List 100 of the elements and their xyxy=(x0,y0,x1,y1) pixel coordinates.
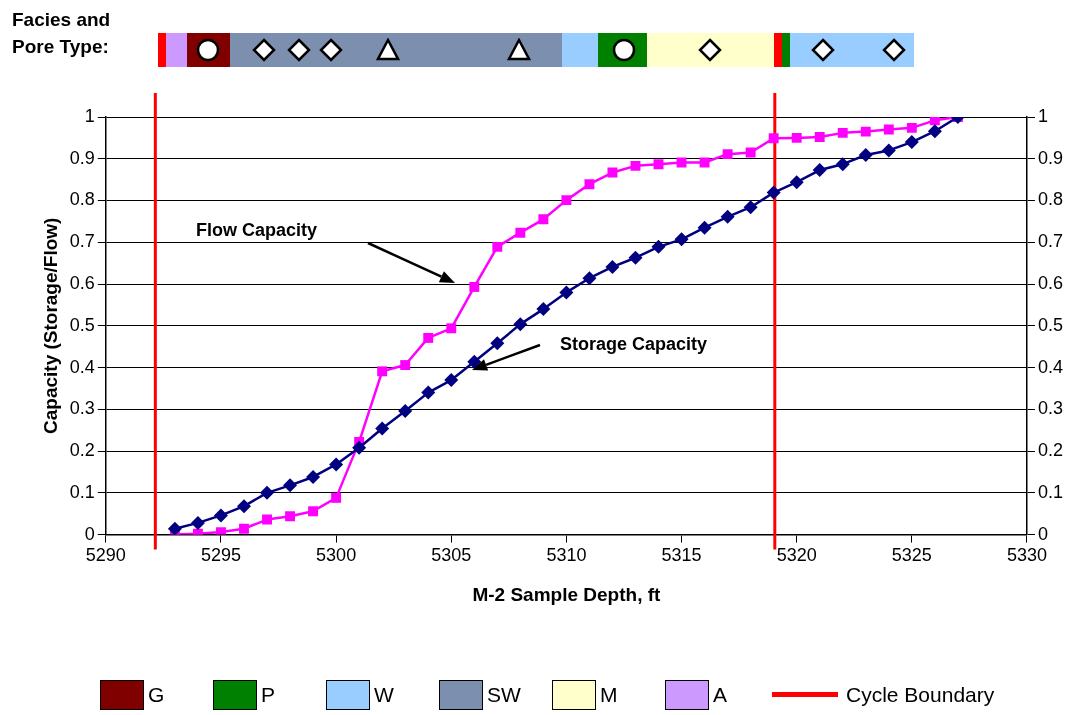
x-tick-label: 5295 xyxy=(200,545,241,566)
annotation: Flow Capacity xyxy=(196,220,318,240)
text: A xyxy=(713,683,728,707)
point xyxy=(927,124,942,139)
y-tick-label: 0.5 xyxy=(69,314,95,335)
point xyxy=(167,521,182,535)
y-tick-label: 0.2 xyxy=(69,440,95,461)
point xyxy=(883,124,894,135)
y2-tick-label: 0 xyxy=(1037,523,1048,544)
point xyxy=(630,160,641,171)
text: M xyxy=(600,683,618,707)
y-tick-label: 0.4 xyxy=(69,356,95,377)
point xyxy=(467,354,482,369)
point xyxy=(906,122,917,133)
point xyxy=(377,366,388,377)
point xyxy=(881,143,896,158)
point xyxy=(306,469,321,484)
point xyxy=(375,421,390,436)
y2-tick-label: 0.7 xyxy=(1037,231,1064,252)
y2-tick-label: 0.5 xyxy=(1037,314,1064,335)
point xyxy=(331,492,342,503)
point xyxy=(929,117,940,126)
x-tick-label: 5325 xyxy=(891,545,932,566)
x-axis-title: M-2 Sample Depth, ft xyxy=(472,583,662,605)
point xyxy=(860,126,871,137)
y-tick-label: 0 xyxy=(84,523,95,544)
text: SW xyxy=(487,683,521,707)
point xyxy=(904,135,919,150)
point xyxy=(308,506,319,517)
y-tick-label: 0.1 xyxy=(69,481,95,502)
point xyxy=(513,317,528,332)
point xyxy=(674,232,689,247)
point xyxy=(260,485,275,500)
point xyxy=(237,499,251,514)
y2-tick-label: 0.6 xyxy=(1037,273,1064,294)
y2-tick-label: 1 xyxy=(1037,105,1048,126)
point xyxy=(653,159,664,170)
x-tick-label: 5315 xyxy=(661,545,702,566)
point xyxy=(423,332,434,343)
point xyxy=(446,323,457,334)
point xyxy=(421,385,436,400)
point xyxy=(285,511,295,522)
point xyxy=(190,515,205,530)
point xyxy=(651,239,666,254)
point xyxy=(699,157,710,168)
point xyxy=(605,259,620,274)
y-tick-label: 0.7 xyxy=(69,231,95,252)
point xyxy=(766,185,781,200)
point xyxy=(536,302,551,317)
point xyxy=(262,514,272,525)
point xyxy=(791,132,802,143)
x-tick-label: 5290 xyxy=(85,545,126,566)
point xyxy=(584,179,595,190)
point xyxy=(814,132,825,142)
point xyxy=(768,133,779,144)
y2-tick-label: 0.2 xyxy=(1037,440,1064,461)
point xyxy=(743,200,758,215)
point xyxy=(515,227,526,238)
point xyxy=(812,163,827,178)
x-tick-label: 5305 xyxy=(431,545,472,566)
point xyxy=(628,250,643,265)
text: W xyxy=(374,683,394,707)
text: P xyxy=(261,683,276,707)
y-tick-label: 0.6 xyxy=(69,273,95,294)
y2-tick-label: 0.9 xyxy=(1037,147,1064,168)
y2-tick-label: 0.8 xyxy=(1037,189,1064,210)
y2-tick-label: 0.1 xyxy=(1037,481,1064,502)
point xyxy=(697,220,712,235)
point xyxy=(352,440,367,455)
chart-title: Facies and Pore Type: xyxy=(12,8,112,59)
point xyxy=(444,373,459,388)
point xyxy=(858,148,873,162)
point xyxy=(837,127,848,138)
annotation: Storage Capacity xyxy=(560,334,708,354)
point xyxy=(538,214,549,225)
point xyxy=(722,149,733,160)
x-tick-label: 5330 xyxy=(1006,545,1047,566)
point xyxy=(400,360,411,370)
point xyxy=(492,241,503,252)
point xyxy=(835,157,850,172)
point xyxy=(329,457,344,472)
y-tick-label: 0.9 xyxy=(69,147,95,168)
point xyxy=(283,478,298,493)
point xyxy=(559,285,574,300)
point xyxy=(469,282,480,292)
point xyxy=(216,527,226,535)
y-tick-label: 0.3 xyxy=(69,398,95,419)
point xyxy=(398,403,413,418)
legend-label: Cycle Boundary xyxy=(846,683,995,707)
y-tick-label: 1 xyxy=(84,105,95,126)
y2-tick-label: 0.4 xyxy=(1037,356,1064,377)
point xyxy=(789,175,804,190)
x-tick-label: 5300 xyxy=(316,545,357,566)
point xyxy=(490,336,505,351)
point xyxy=(582,271,597,286)
x-tick-label: 5310 xyxy=(546,545,587,566)
point xyxy=(745,147,756,158)
y2-tick-label: 0.3 xyxy=(1037,398,1064,419)
point xyxy=(720,209,735,224)
y-axis-title: Capacity (Storage/Flow) xyxy=(39,217,61,435)
